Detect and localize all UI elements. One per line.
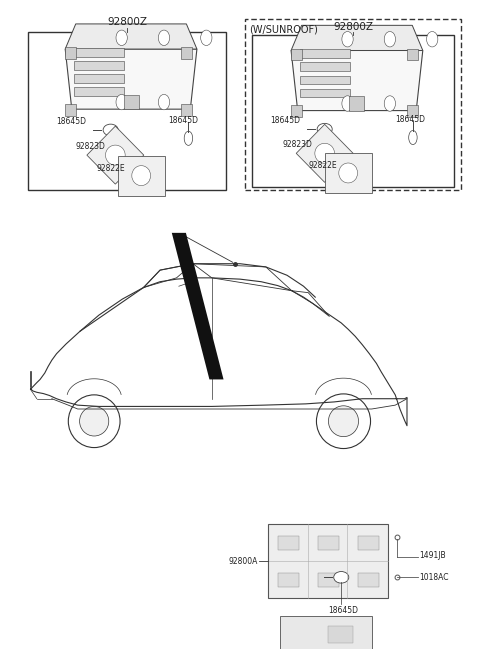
Text: 92823D: 92823D xyxy=(282,140,312,149)
Bar xyxy=(358,573,379,587)
Circle shape xyxy=(158,30,169,45)
Circle shape xyxy=(342,31,353,47)
Bar xyxy=(181,47,192,59)
Bar xyxy=(245,20,461,190)
Circle shape xyxy=(384,96,396,112)
Bar xyxy=(324,153,372,193)
Ellipse shape xyxy=(316,394,371,449)
Bar xyxy=(300,49,350,58)
Bar xyxy=(407,106,418,117)
Bar xyxy=(74,48,124,56)
Bar xyxy=(280,616,372,651)
Ellipse shape xyxy=(106,145,125,165)
Text: 1018AC: 1018AC xyxy=(419,573,449,582)
Bar xyxy=(123,95,139,109)
Bar xyxy=(65,47,76,59)
Text: 18645D: 18645D xyxy=(271,116,300,125)
Bar xyxy=(291,106,302,117)
Ellipse shape xyxy=(339,163,358,183)
Text: 18645D: 18645D xyxy=(328,606,359,615)
Polygon shape xyxy=(291,51,423,111)
Bar xyxy=(252,35,454,186)
Polygon shape xyxy=(291,26,423,51)
Text: 92800Z: 92800Z xyxy=(107,17,147,27)
Bar xyxy=(300,62,350,72)
Bar xyxy=(268,524,388,598)
Ellipse shape xyxy=(132,166,151,186)
Bar xyxy=(278,536,299,550)
Text: 18645D: 18645D xyxy=(395,115,425,124)
Ellipse shape xyxy=(68,395,120,447)
Bar xyxy=(318,573,338,587)
Bar xyxy=(278,573,299,587)
Text: 92800Z: 92800Z xyxy=(333,22,373,31)
Circle shape xyxy=(116,94,127,110)
Polygon shape xyxy=(65,24,197,49)
Text: (W/SUNROOF): (W/SUNROOF) xyxy=(250,24,318,35)
Polygon shape xyxy=(172,233,224,379)
Circle shape xyxy=(158,94,169,110)
Bar xyxy=(300,89,350,98)
Ellipse shape xyxy=(315,143,335,163)
Bar xyxy=(349,96,364,111)
Bar xyxy=(74,61,124,70)
Circle shape xyxy=(116,30,127,45)
Text: 18645D: 18645D xyxy=(168,116,198,125)
Circle shape xyxy=(342,96,353,112)
Circle shape xyxy=(427,31,438,47)
Circle shape xyxy=(384,31,396,47)
Bar xyxy=(300,75,350,85)
Bar xyxy=(28,32,226,190)
Bar xyxy=(328,626,353,642)
Bar xyxy=(181,104,192,115)
Bar xyxy=(291,49,302,60)
Polygon shape xyxy=(65,49,197,109)
Ellipse shape xyxy=(80,407,109,436)
Polygon shape xyxy=(296,125,353,182)
Circle shape xyxy=(201,30,212,45)
Text: 92800A: 92800A xyxy=(228,556,257,565)
Bar xyxy=(74,74,124,83)
Polygon shape xyxy=(87,126,144,184)
Bar xyxy=(74,87,124,96)
Ellipse shape xyxy=(408,131,417,144)
Bar xyxy=(65,104,76,115)
Ellipse shape xyxy=(328,406,359,437)
Text: 18645D: 18645D xyxy=(57,117,86,126)
Text: 92822E: 92822E xyxy=(308,161,337,171)
Text: 92823D: 92823D xyxy=(75,142,105,151)
Ellipse shape xyxy=(103,124,118,136)
Text: 1491JB: 1491JB xyxy=(419,551,446,560)
Bar xyxy=(358,536,379,550)
Ellipse shape xyxy=(317,123,332,135)
Ellipse shape xyxy=(334,571,349,583)
Bar xyxy=(318,536,338,550)
Ellipse shape xyxy=(184,131,192,146)
Bar xyxy=(407,49,418,60)
Text: 92822E: 92822E xyxy=(96,164,125,173)
Bar xyxy=(118,155,165,195)
